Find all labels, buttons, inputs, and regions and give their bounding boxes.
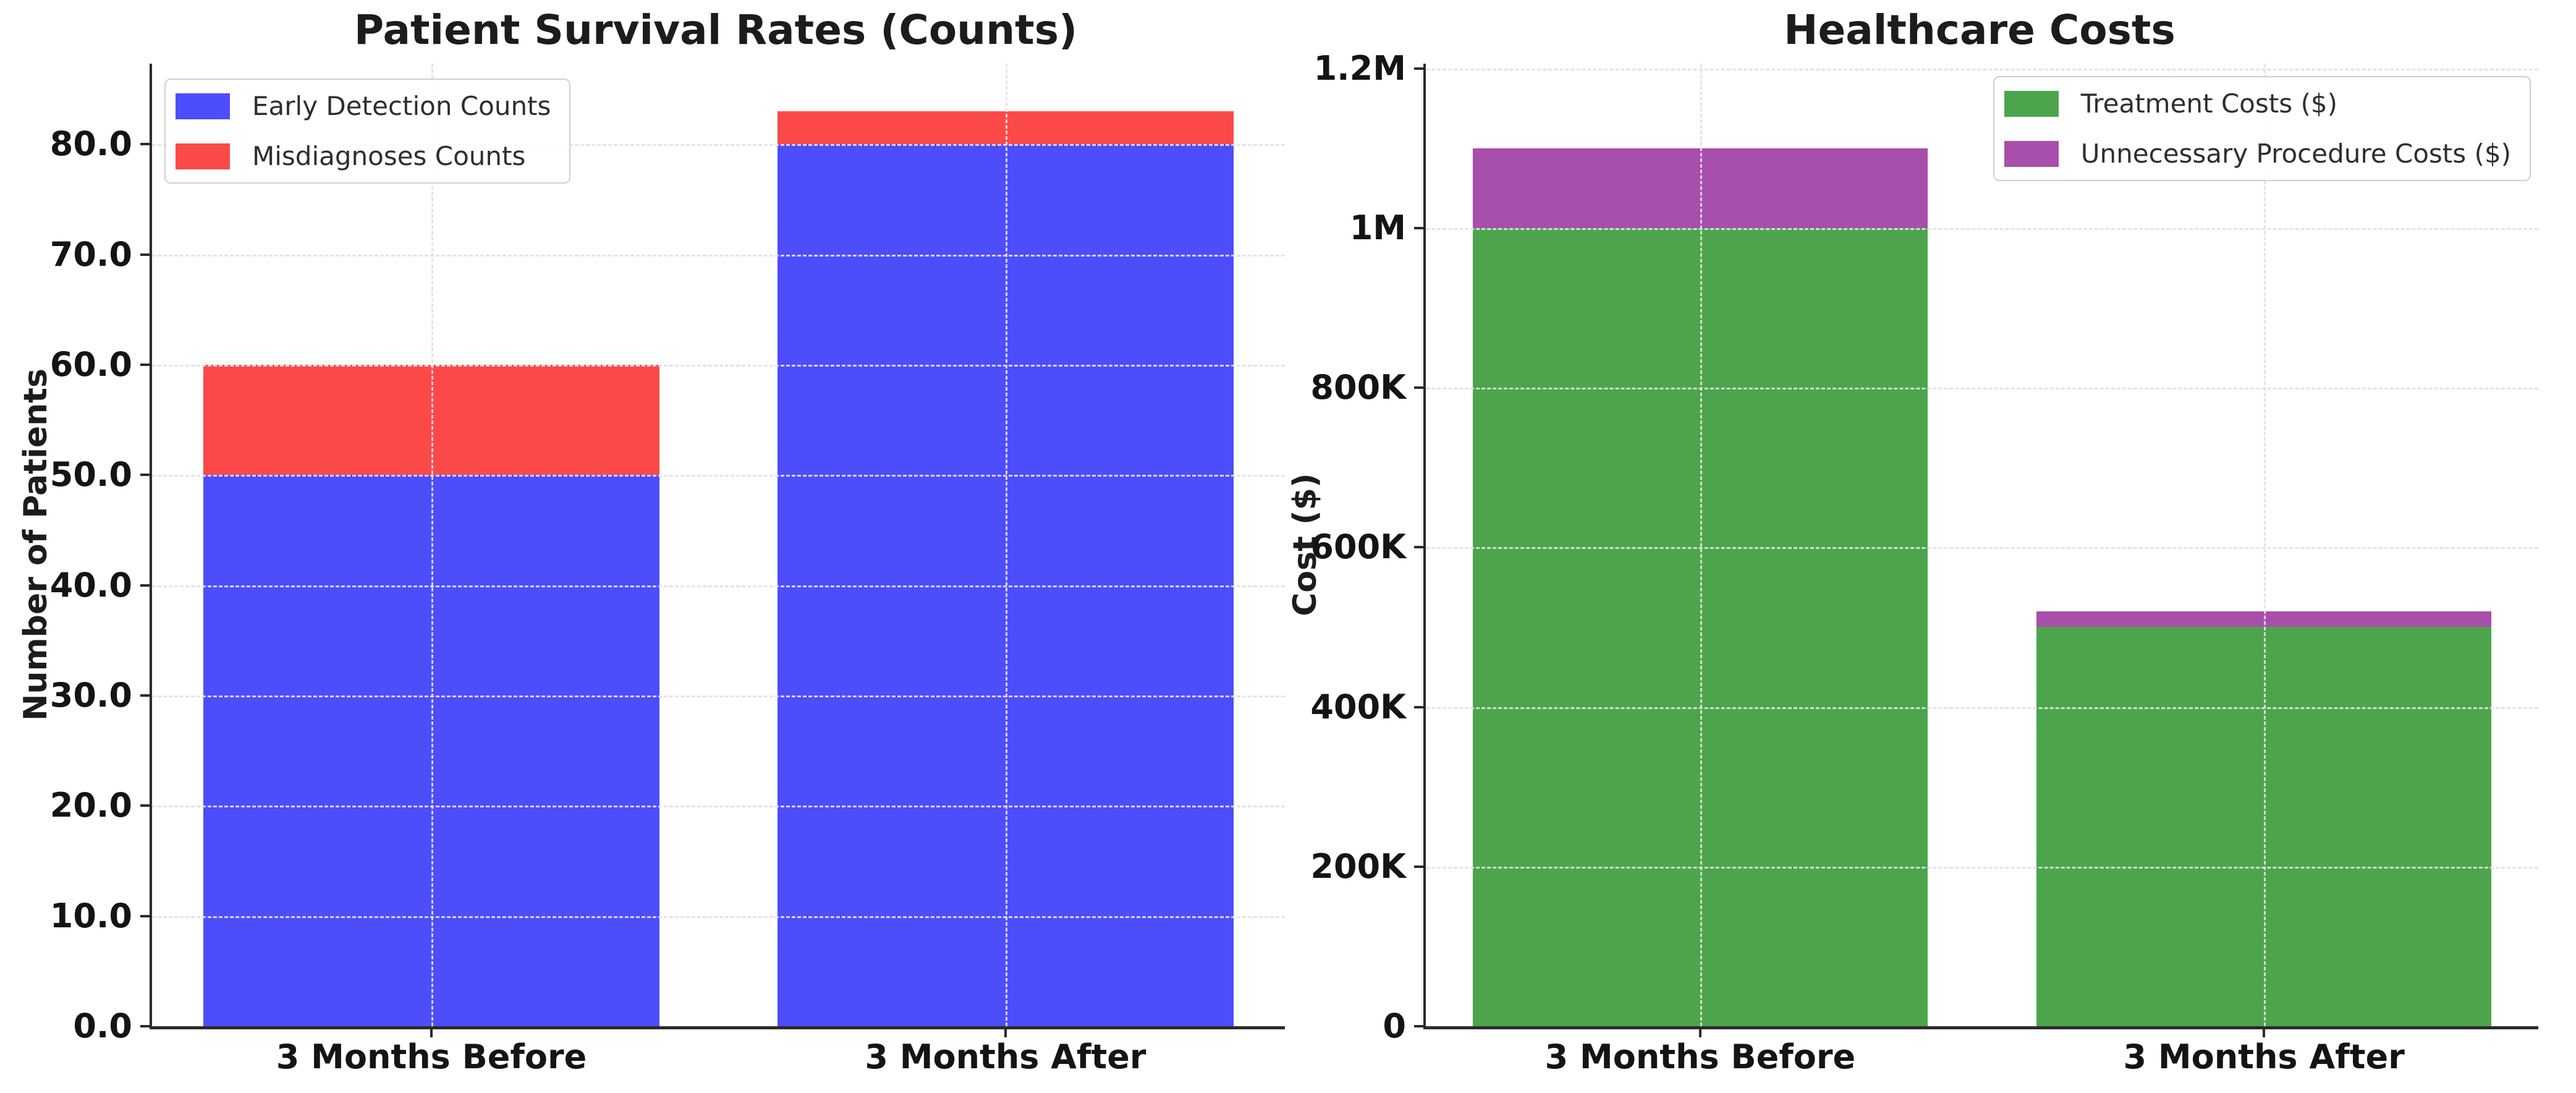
legend-label: Unnecessary Procedure Costs ($) [2080,138,2511,169]
legend-item: Unnecessary Procedure Costs ($) [2004,138,2511,169]
y-tick-label: 70.0 [49,234,132,274]
y-tick-label: 10.0 [49,896,132,935]
legend-item: Early Detection Counts [176,91,551,121]
bar-segment [2036,611,2492,627]
y-tick-label: 0 [1383,1006,1406,1045]
y-tick-mark [1414,226,1423,229]
legend-label: Misdiagnoses Counts [252,141,526,171]
legend-label: Treatment Costs ($) [2080,88,2337,119]
bar-segment [777,144,1234,1026]
y-tick-label: 400K [1310,687,1406,726]
y-tick-label: 1.2M [1313,48,1406,88]
chart-title: Healthcare Costs [1784,6,2176,54]
legend-item: Misdiagnoses Counts [176,141,551,171]
y-tick-mark [140,253,150,256]
x-tick-mark [2263,1029,2266,1037]
chart-title: Patient Survival Rates (Counts) [354,6,1078,54]
plot-area: 3 Months Before 3 Months After 0 200K 400K 60… [1310,49,2538,1076]
bar-segment [203,364,659,475]
y-tick-mark [1414,546,1423,549]
x-tick-mark [1698,1029,1701,1037]
bar-segment [203,475,659,1026]
y-tick-label: 30.0 [49,675,132,715]
y-axis-label: Number of Patients [17,368,54,721]
bar-segment [777,111,1234,145]
y-tick-label: 60.0 [49,344,132,384]
legend: Treatment Costs ($) Unnecessary Procedure… [1993,76,2531,181]
bar-segment [1472,148,1928,228]
y-tick-mark [1414,386,1423,389]
plot-area: 3 Months Before 3 Months After 0.0 10.0 20.0… [50,64,1285,1076]
legend-swatch [2004,90,2059,117]
y-tick-label: 800K [1310,368,1406,407]
bar-segment [2036,627,2492,1026]
y-tick-label: 40.0 [49,565,132,605]
legend-label: Early Detection Counts [252,91,551,121]
y-tick-label: 20.0 [49,786,132,825]
legend: Early Detection Counts Misdiagnoses Count… [164,79,571,184]
y-tick-label: 200K [1310,846,1406,886]
x-tick-mark [1004,1029,1007,1037]
y-tick-mark [140,363,150,366]
gridline-horizontal [1426,68,2538,70]
y-tick-mark [140,584,150,587]
y-tick-mark [140,694,150,697]
bar-segment [1472,228,1928,1026]
y-tick-label: 0.0 [73,1006,132,1045]
x-tick-label: 3 Months Before [276,1037,587,1076]
y-tick-label: 50.0 [49,455,132,495]
y-tick-mark [140,143,150,146]
y-tick-label: 600K [1310,527,1406,567]
y-tick-mark [1414,67,1423,70]
y-tick-mark [1414,865,1423,868]
y-tick-mark [140,804,150,807]
legend-swatch [176,93,230,119]
x-tick-label: 3 Months After [865,1037,1146,1076]
y-tick-mark [140,1025,150,1027]
y-tick-label: 1M [1349,208,1406,247]
y-tick-label: 80.0 [49,124,132,164]
y-tick-mark [1414,705,1423,708]
x-tick-label: 3 Months After [2123,1037,2405,1076]
y-tick-mark [140,914,150,917]
y-tick-mark [1414,1025,1423,1027]
legend-swatch [176,143,230,169]
x-tick-mark [430,1029,433,1037]
y-tick-mark [140,474,150,477]
legend-swatch [2004,140,2059,167]
legend-item: Treatment Costs ($) [2004,88,2511,119]
x-tick-label: 3 Months Before [1544,1037,1856,1076]
